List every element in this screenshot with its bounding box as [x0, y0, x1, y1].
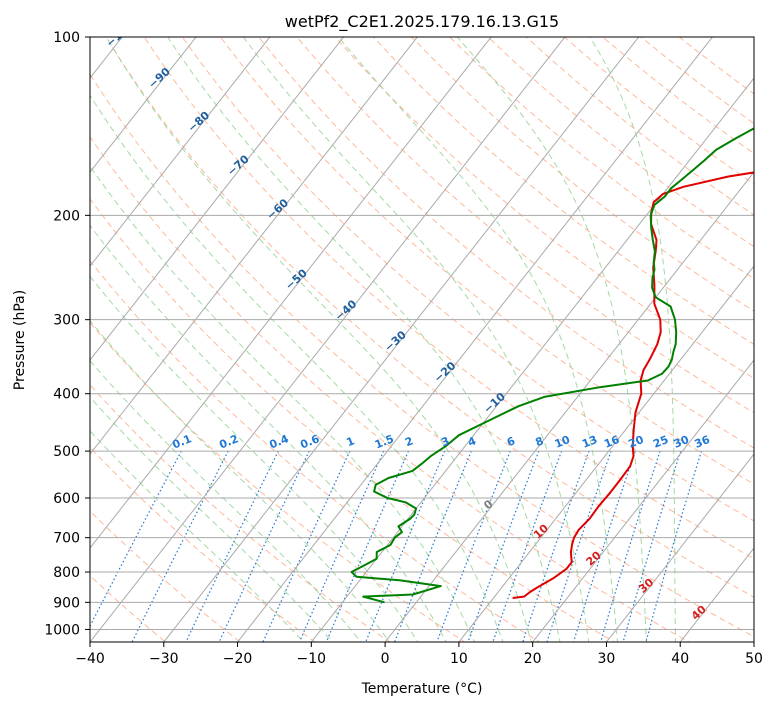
moist-adiabat [338, 37, 619, 642]
x-tick-label: −30 [149, 651, 179, 667]
isotherm [90, 37, 345, 361]
isotherm [532, 359, 754, 642]
mixing-ratio-label: 8 [534, 434, 546, 449]
y-tick-label: 600 [53, 491, 80, 507]
x-tick-label: 0 [381, 651, 390, 667]
isotherm [90, 37, 419, 455]
isotherms [90, 37, 754, 642]
isotherm [90, 37, 492, 549]
x-tick-label: 20 [524, 651, 542, 667]
y-tick-label: 200 [53, 208, 80, 224]
moist-adiabat [90, 320, 391, 642]
x-tick-label: 10 [450, 651, 468, 667]
moist-adiabat [242, 37, 590, 642]
x-axis: −40 −30 −20 −10 0 10 20 30 40 50 [75, 642, 763, 667]
isotherm [90, 37, 271, 267]
x-tick-label: 40 [671, 651, 689, 667]
x-tick-label: 50 [745, 651, 763, 667]
isobars [90, 37, 754, 630]
y-tick-label: 100 [53, 30, 80, 46]
mixing-ratio-label: 10 [553, 433, 572, 451]
dry-adiabat [334, 37, 754, 379]
mixing-ratio-label: 1 [345, 434, 357, 449]
moist-adiabat [456, 37, 647, 642]
isotherm [90, 37, 566, 642]
mixing-ratio-label: 36 [693, 433, 712, 451]
x-tick-label: −40 [75, 651, 105, 667]
y-axis-label: Pressure (hPa) [12, 290, 28, 390]
profile-series [350, 127, 754, 604]
isotherm [605, 453, 754, 642]
y-tick-label: 800 [53, 565, 80, 581]
chart-title: wetPf2_C2E1.2025.179.16.13.G15 [285, 12, 559, 32]
isotherm [458, 265, 754, 642]
dewpoint-line [350, 127, 754, 604]
y-axis: 100 200 300 400 500 600 700 800 900 1000 [44, 30, 90, 638]
y-tick-label: 500 [53, 444, 80, 460]
plot-frame [89, 36, 755, 643]
x-tick-label: −10 [297, 651, 327, 667]
y-tick-label: 400 [53, 387, 80, 403]
dry-adiabat [90, 384, 391, 642]
mixing-ratio-label: 20 [627, 433, 646, 451]
mixing-ratio-label: 2 [403, 434, 415, 449]
dry-adiabat [90, 198, 616, 642]
mixing-ratio-label: 16 [602, 433, 621, 451]
dry-adiabat [181, 37, 754, 522]
x-axis-label: Temperature (°C) [361, 681, 483, 697]
isotherm [163, 37, 640, 642]
dry-adiabat [105, 37, 754, 598]
isotherm [384, 171, 754, 642]
y-tick-label: 900 [53, 595, 80, 611]
x-tick-label: 30 [598, 651, 616, 667]
temperature-line [512, 171, 754, 599]
moist-adiabat [105, 37, 532, 642]
mixing-ratio-label: 13 [580, 433, 599, 451]
plot-area: −100−90−80−70−60−50−40−30−20−10010203040… [90, 37, 754, 642]
isotherm [236, 37, 714, 642]
mixing-ratio-label: 30 [672, 433, 691, 451]
mixing-ratio-label: 3 [439, 434, 451, 449]
dry-adiabat [90, 73, 754, 638]
moist-adiabat [589, 37, 676, 642]
dry-adiabat [296, 37, 754, 414]
dry-adiabat [90, 446, 316, 642]
mixing-ratio-label: 25 [651, 433, 670, 451]
y-tick-label: 1000 [44, 622, 80, 638]
y-tick-label: 700 [53, 531, 80, 547]
isotherm [90, 37, 197, 173]
x-tick-label: −20 [223, 651, 253, 667]
dry-adiabat [90, 260, 541, 642]
y-tick-label: 300 [53, 313, 80, 329]
